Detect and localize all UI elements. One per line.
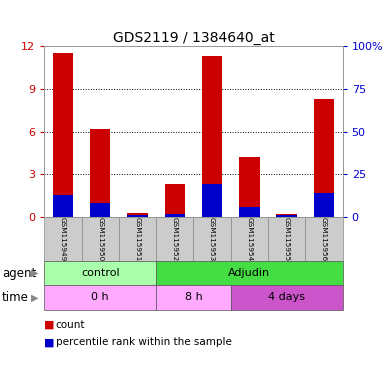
Title: GDS2119 / 1384640_at: GDS2119 / 1384640_at	[112, 31, 275, 45]
Bar	[53, 53, 73, 217]
Text: GSM115953: GSM115953	[209, 217, 215, 261]
Text: ■: ■	[44, 337, 55, 347]
Text: ▶: ▶	[31, 292, 38, 303]
Text: GSM115954: GSM115954	[246, 217, 253, 261]
Text: GSM115952: GSM115952	[172, 217, 178, 261]
Bar	[127, 215, 148, 217]
Bar	[239, 207, 259, 217]
Text: ▶: ▶	[31, 268, 38, 278]
Text: Adjudin: Adjudin	[228, 268, 271, 278]
Bar	[164, 214, 185, 217]
Bar	[127, 213, 148, 217]
Bar	[202, 184, 223, 217]
Text: GSM115950: GSM115950	[97, 217, 103, 261]
Bar	[314, 193, 334, 217]
Bar	[90, 129, 110, 217]
Text: time: time	[2, 291, 29, 304]
Text: control: control	[81, 268, 119, 278]
Bar	[239, 157, 259, 217]
Bar	[164, 184, 185, 217]
Text: 4 days: 4 days	[268, 292, 305, 303]
Text: count: count	[56, 320, 85, 330]
Text: agent: agent	[2, 267, 36, 280]
Text: percentile rank within the sample: percentile rank within the sample	[56, 337, 232, 347]
Text: GSM115955: GSM115955	[284, 217, 290, 261]
Text: ■: ■	[44, 320, 55, 330]
Bar	[276, 214, 297, 217]
Text: 8 h: 8 h	[184, 292, 203, 303]
Bar	[53, 195, 73, 217]
Bar	[276, 215, 297, 217]
Text: GSM115956: GSM115956	[321, 217, 327, 261]
Text: GSM115951: GSM115951	[134, 217, 141, 261]
Text: GSM115949: GSM115949	[60, 217, 66, 261]
Bar	[314, 99, 334, 217]
Text: 0 h: 0 h	[91, 292, 109, 303]
Bar	[202, 56, 223, 217]
Bar	[90, 203, 110, 217]
